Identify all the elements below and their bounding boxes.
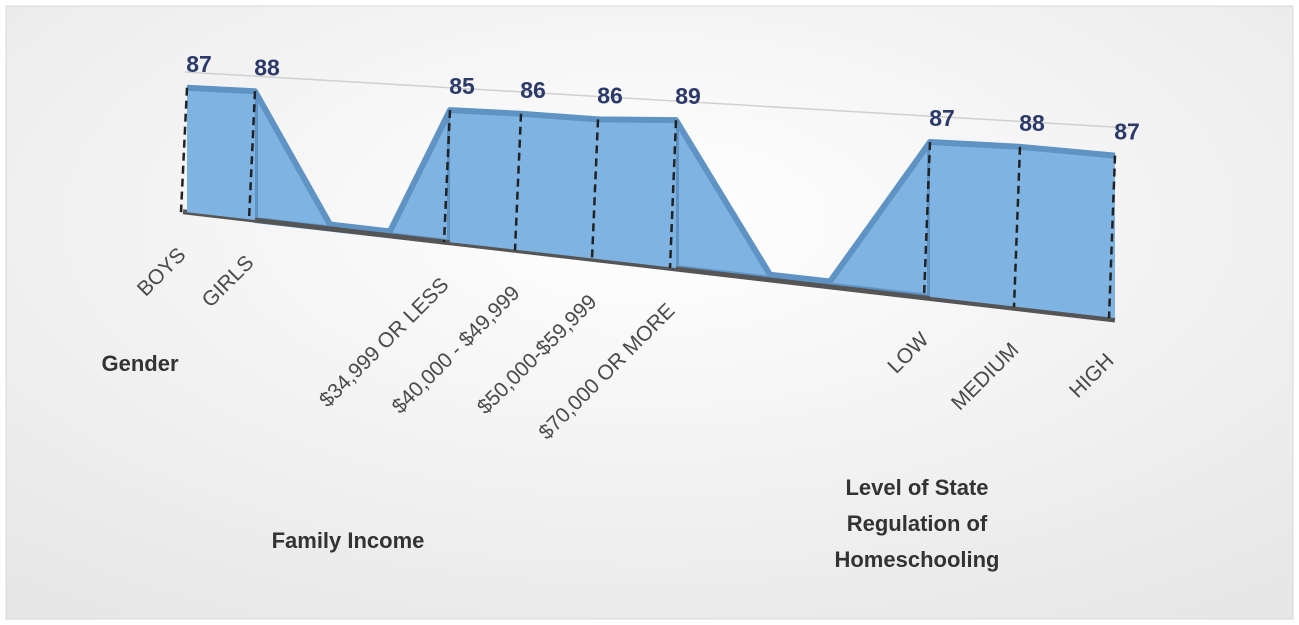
value-label: 88 bbox=[254, 54, 280, 80]
group-label-line: Level of State bbox=[845, 475, 988, 500]
area-top-edge bbox=[186, 84, 256, 95]
drop-line bbox=[179, 87, 189, 213]
area bbox=[450, 110, 676, 268]
value-label: 85 bbox=[449, 73, 475, 99]
value-label: 89 bbox=[675, 83, 701, 109]
value-label: 88 bbox=[1019, 110, 1045, 136]
area-top-edge bbox=[449, 107, 677, 124]
drop-line bbox=[247, 91, 257, 221]
drop-line bbox=[1107, 155, 1117, 319]
value-label: 87 bbox=[1114, 119, 1140, 145]
value-label: 87 bbox=[929, 105, 955, 131]
value-label: 87 bbox=[186, 51, 212, 77]
drop-line bbox=[590, 119, 600, 260]
drop-line bbox=[442, 110, 452, 243]
drop-line bbox=[668, 120, 678, 269]
drop-line bbox=[513, 113, 523, 251]
drop-line bbox=[1012, 146, 1022, 308]
group-label: Level of State Regulation of Homeschooling bbox=[834, 475, 999, 572]
value-label: 86 bbox=[520, 77, 546, 103]
area bbox=[187, 87, 255, 220]
floor-line bbox=[182, 209, 1116, 323]
value-label: 86 bbox=[597, 82, 623, 108]
group-label: Gender bbox=[101, 351, 178, 376]
back-wall-edge bbox=[184, 71, 1131, 129]
group-label-line: Regulation of bbox=[847, 511, 988, 536]
area bbox=[930, 142, 1115, 319]
group-label-line: Homeschooling bbox=[834, 547, 999, 572]
group-label: Family Income bbox=[272, 528, 425, 553]
